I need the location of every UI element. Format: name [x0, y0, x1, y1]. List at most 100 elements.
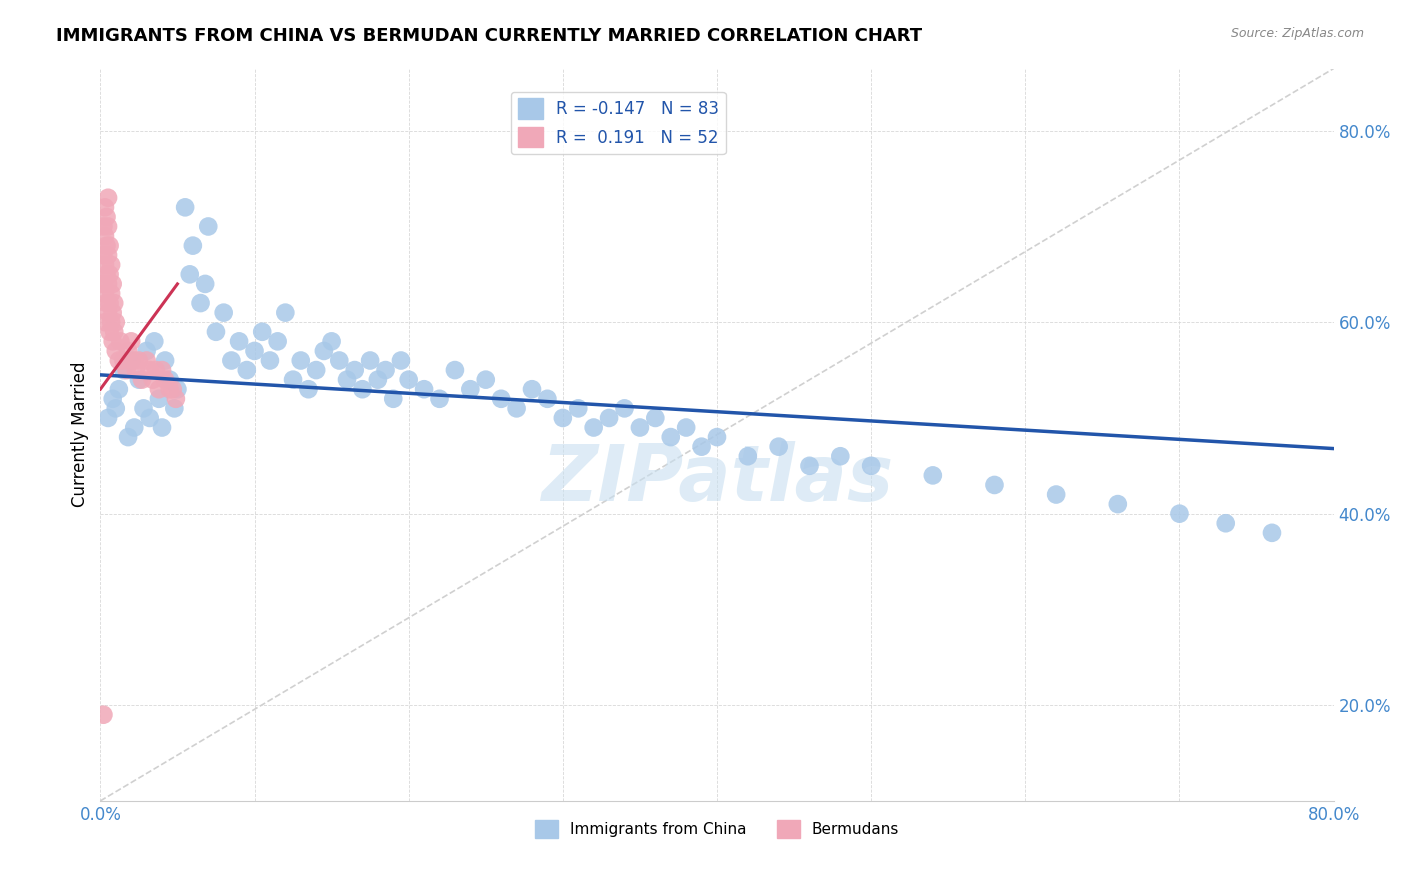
Point	[1045, 487, 1067, 501]
Y-axis label: Currently Married: Currently Married	[72, 362, 89, 508]
Point	[675, 420, 697, 434]
Point	[138, 411, 160, 425]
Point	[98, 325, 121, 339]
Point	[567, 401, 589, 416]
Point	[359, 353, 381, 368]
Point	[328, 353, 350, 368]
Point	[1261, 525, 1284, 540]
Point	[382, 392, 405, 406]
Point	[101, 334, 124, 349]
Text: ZIPatlas: ZIPatlas	[541, 441, 893, 516]
Point	[181, 238, 204, 252]
Point	[103, 296, 125, 310]
Point	[429, 392, 451, 406]
Point	[94, 229, 117, 244]
Point	[367, 373, 389, 387]
Point	[305, 363, 328, 377]
Point	[128, 373, 150, 387]
Point	[153, 373, 176, 387]
Point	[628, 420, 651, 434]
Point	[94, 200, 117, 214]
Point	[460, 382, 482, 396]
Point	[768, 440, 790, 454]
Point	[145, 363, 167, 377]
Point	[690, 440, 713, 454]
Point	[104, 315, 127, 329]
Legend: Immigrants from China, Bermudans: Immigrants from China, Bermudans	[529, 814, 905, 845]
Point	[205, 325, 228, 339]
Point	[94, 258, 117, 272]
Point	[98, 268, 121, 282]
Point	[131, 373, 153, 387]
Point	[374, 363, 396, 377]
Point	[1107, 497, 1129, 511]
Point	[96, 210, 118, 224]
Point	[352, 382, 374, 396]
Point	[190, 296, 212, 310]
Point	[444, 363, 467, 377]
Point	[135, 343, 157, 358]
Point	[659, 430, 682, 444]
Point	[142, 373, 165, 387]
Point	[104, 343, 127, 358]
Point	[122, 353, 145, 368]
Point	[737, 449, 759, 463]
Point	[165, 392, 187, 406]
Point	[1168, 507, 1191, 521]
Point	[321, 334, 343, 349]
Point	[228, 334, 250, 349]
Point	[243, 343, 266, 358]
Point	[197, 219, 219, 234]
Point	[290, 353, 312, 368]
Point	[108, 353, 131, 368]
Point	[110, 334, 132, 349]
Point	[103, 325, 125, 339]
Point	[93, 248, 115, 262]
Point	[312, 343, 335, 358]
Point	[93, 219, 115, 234]
Point	[148, 392, 170, 406]
Point	[281, 373, 304, 387]
Point	[644, 411, 666, 425]
Point	[860, 458, 883, 473]
Point	[343, 363, 366, 377]
Point	[1215, 516, 1237, 531]
Point	[474, 373, 496, 387]
Point	[98, 238, 121, 252]
Point	[132, 401, 155, 416]
Point	[252, 325, 274, 339]
Point	[159, 373, 181, 387]
Point	[166, 382, 188, 396]
Point	[98, 296, 121, 310]
Point	[413, 382, 436, 396]
Text: Source: ZipAtlas.com: Source: ZipAtlas.com	[1230, 27, 1364, 40]
Point	[120, 334, 142, 349]
Point	[150, 363, 173, 377]
Point	[112, 363, 135, 377]
Point	[115, 363, 138, 377]
Point	[389, 353, 412, 368]
Point	[259, 353, 281, 368]
Point	[505, 401, 527, 416]
Point	[97, 277, 120, 291]
Point	[983, 478, 1005, 492]
Point	[613, 401, 636, 416]
Point	[598, 411, 620, 425]
Point	[93, 707, 115, 722]
Point	[921, 468, 943, 483]
Point	[122, 420, 145, 434]
Point	[236, 363, 259, 377]
Point	[582, 420, 605, 434]
Point	[551, 411, 574, 425]
Point	[799, 458, 821, 473]
Point	[150, 420, 173, 434]
Point	[194, 277, 217, 291]
Point	[112, 353, 135, 368]
Point	[108, 382, 131, 396]
Point	[117, 343, 139, 358]
Point	[96, 268, 118, 282]
Point	[94, 286, 117, 301]
Text: IMMIGRANTS FROM CHINA VS BERMUDAN CURRENTLY MARRIED CORRELATION CHART: IMMIGRANTS FROM CHINA VS BERMUDAN CURREN…	[56, 27, 922, 45]
Point	[101, 277, 124, 291]
Point	[120, 353, 142, 368]
